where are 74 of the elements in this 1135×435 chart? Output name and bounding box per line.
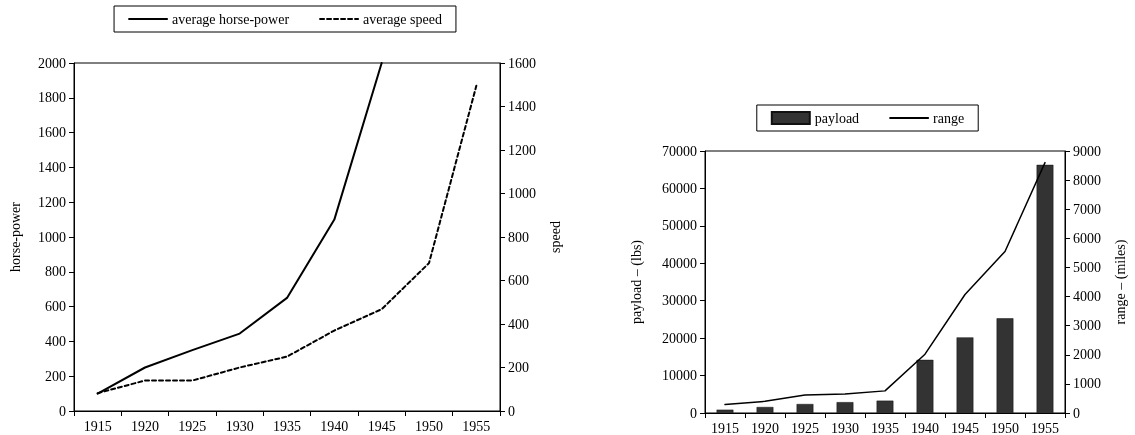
- y2-tick-label: 6000: [1073, 230, 1101, 246]
- y-tick-label: 1000: [38, 229, 66, 245]
- y-tick-label: 40000: [662, 255, 697, 271]
- legend-label: payload: [814, 110, 860, 126]
- x-tick-label: 1940: [911, 420, 939, 435]
- y2-tick-label: 1600: [508, 55, 536, 71]
- y2-axis-title: range – (miles): [1112, 239, 1129, 325]
- y-tick-label: 30000: [662, 293, 697, 309]
- y2-tick-label: 3000: [1073, 318, 1101, 334]
- y-tick-label: 1800: [38, 90, 66, 106]
- y2-tick-label: 2000: [1073, 347, 1101, 363]
- y-tick-label: 10000: [662, 368, 697, 384]
- y-axis-title: payload – (lbs): [628, 239, 645, 324]
- y2-tick-label: 0: [508, 403, 515, 419]
- bar: [796, 404, 814, 413]
- legend-label: average horse-power: [172, 11, 290, 27]
- y2-tick-label: 0: [1073, 405, 1080, 421]
- y-tick-label: 600: [45, 299, 66, 315]
- x-tick-label: 1915: [711, 420, 739, 435]
- y2-tick-label: 1400: [508, 99, 536, 114]
- x-tick-label: 1955: [1031, 420, 1059, 435]
- y2-tick-label: 1000: [1073, 376, 1101, 392]
- x-tick-label: 1930: [225, 418, 254, 434]
- x-tick-label: 1920: [131, 418, 159, 434]
- x-tick-label: 1925: [791, 420, 819, 435]
- x-tick-label: 1950: [991, 420, 1019, 435]
- y-tick-label: 0: [59, 403, 66, 419]
- y-tick-label: 1200: [38, 194, 66, 210]
- x-tick-label: 1940: [320, 418, 349, 434]
- y2-tick-label: 9000: [1073, 143, 1101, 159]
- x-tick-label: 1925: [178, 418, 207, 434]
- y-tick-label: 200: [45, 368, 66, 384]
- x-tick-label: 1935: [273, 418, 301, 434]
- y2-tick-label: 4000: [1073, 289, 1101, 305]
- y-tick-label: 1600: [38, 125, 66, 141]
- x-tick-label: 1935: [871, 420, 899, 435]
- y-tick-label: 800: [45, 264, 66, 280]
- bar: [716, 409, 734, 413]
- y-tick-label: 0: [690, 405, 697, 421]
- y2-tick-label: 400: [508, 316, 529, 332]
- y2-tick-label: 5000: [1073, 259, 1101, 275]
- y2-axis-title: speed: [547, 221, 563, 253]
- line-series: [724, 161, 1046, 406]
- bar: [1036, 164, 1054, 413]
- y2-tick-label: 600: [508, 273, 529, 288]
- x-tick-label: 1945: [367, 418, 396, 434]
- y-tick-label: 60000: [662, 180, 697, 196]
- y-tick-label: 2000: [38, 55, 66, 71]
- bar: [836, 402, 854, 413]
- y2-tick-label: 1200: [508, 142, 536, 158]
- y2-tick-label: 200: [508, 360, 529, 375]
- y-tick-label: 70000: [662, 143, 697, 159]
- y-tick-label: 1400: [38, 159, 66, 175]
- legend-label: average speed: [363, 11, 442, 27]
- x-tick-label: 1920: [751, 420, 779, 435]
- legend-label: range: [933, 110, 965, 126]
- y-tick-label: 20000: [662, 330, 697, 346]
- x-tick-label: 1955: [462, 418, 491, 434]
- bar: [756, 407, 774, 413]
- y2-tick-label: 7000: [1073, 201, 1101, 217]
- x-tick-label: 1945: [951, 420, 979, 435]
- x-tick-label: 1930: [831, 420, 859, 435]
- y-axis-title: horse-power: [7, 201, 23, 272]
- y2-tick-label: 1000: [508, 186, 536, 201]
- bar: [956, 337, 974, 413]
- bar: [876, 400, 894, 413]
- y-tick-label: 400: [45, 333, 66, 349]
- x-tick-label: 1915: [83, 418, 112, 434]
- y2-tick-label: 800: [508, 229, 529, 245]
- x-tick-label: 1950: [415, 418, 443, 434]
- y2-tick-label: 8000: [1073, 172, 1101, 188]
- bar: [916, 359, 934, 413]
- bar: [996, 318, 1014, 413]
- y-tick-label: 50000: [662, 218, 697, 234]
